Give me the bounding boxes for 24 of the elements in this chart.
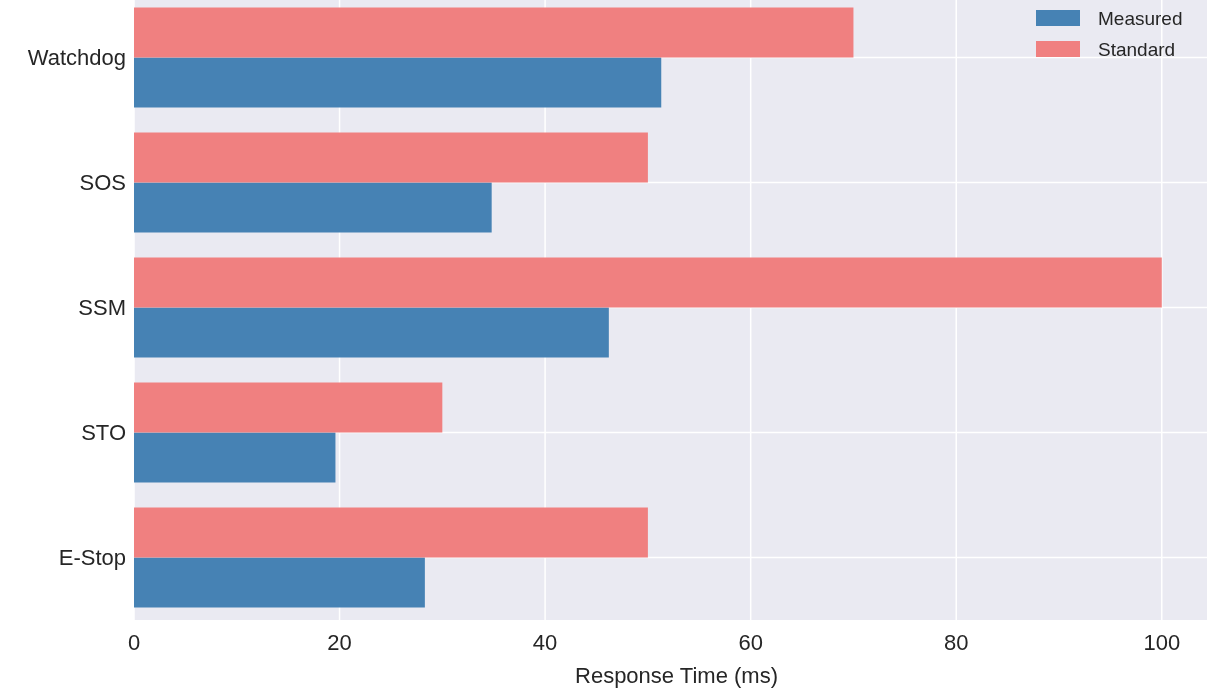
x-tick-label: 100 <box>1143 630 1181 655</box>
bar <box>134 507 648 558</box>
bar <box>134 7 854 58</box>
bar <box>134 432 336 483</box>
x-axis-title: Response Time (ms) <box>575 663 778 688</box>
bar <box>134 132 648 183</box>
x-tick-label: 0 <box>127 630 141 655</box>
bar <box>134 57 662 108</box>
bar <box>134 382 443 433</box>
x-tick-label: 40 <box>532 630 558 655</box>
y-tick-label: SSM <box>78 295 126 321</box>
y-tick-label: SOS <box>79 170 126 196</box>
bar <box>134 182 492 233</box>
legend-label: Measured <box>1098 7 1183 29</box>
x-tick-label: 80 <box>943 630 969 655</box>
y-tick-label: Watchdog <box>27 45 126 71</box>
legend-label: Standard <box>1098 38 1176 60</box>
x-tick-label: 60 <box>738 630 763 655</box>
y-tick-label: E-Stop <box>58 545 126 571</box>
bar <box>134 257 1162 308</box>
y-tick-label: STO <box>81 420 126 446</box>
x-tick-label: 20 <box>327 630 352 655</box>
bar <box>134 557 425 608</box>
bar <box>134 307 609 358</box>
